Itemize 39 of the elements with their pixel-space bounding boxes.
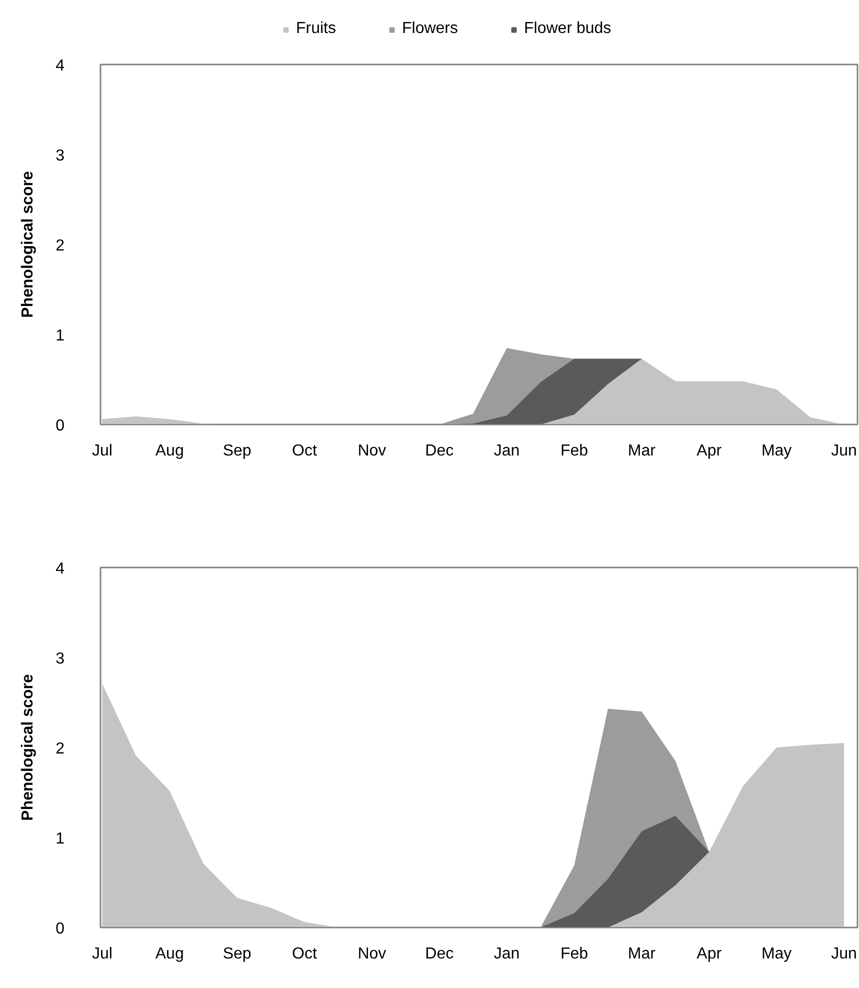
x-tick-label: Apr (696, 442, 722, 460)
x-tick-label: Dec (425, 442, 454, 460)
y-tick-label: 2 (56, 238, 65, 254)
x-tick-label: Oct (292, 442, 318, 460)
x-tick-label: Oct (292, 946, 318, 962)
y-tick-label: 1 (56, 328, 65, 344)
x-tick-label: Nov (358, 442, 386, 460)
x-tick-label: Nov (358, 946, 386, 962)
x-tick-label: Dec (425, 946, 454, 962)
x-tick-label: May (761, 946, 792, 962)
x-tick-label: Jul (92, 946, 112, 962)
x-tick-label: Feb (560, 442, 588, 460)
x-tick-label: Mar (628, 442, 656, 460)
x-tick-label: Mar (628, 946, 656, 962)
y-axis-title: Phenological score (20, 674, 37, 821)
legend-label: Flower buds (524, 20, 612, 38)
y-axis-title: Phenological score (20, 171, 37, 318)
x-tick-label: Sep (222, 946, 252, 962)
y-tick-label: 4 (56, 560, 65, 578)
y-tick-label: 0 (56, 920, 65, 938)
y-tick-label: 2 (56, 740, 65, 758)
legend-label: Flowers (402, 20, 458, 38)
x-tick-label: Feb (560, 946, 588, 962)
y-tick-label: 1 (56, 830, 65, 848)
x-tick-label: Jan (494, 946, 520, 962)
x-tick-label: Aug (155, 442, 184, 460)
x-tick-label: Jun (831, 946, 857, 962)
y-tick-label: 3 (56, 650, 65, 668)
x-tick-label: Jan (494, 442, 520, 460)
x-tick-label: May (761, 442, 792, 460)
y-tick-label: 4 (56, 58, 65, 74)
x-tick-label: Jul (92, 442, 112, 460)
x-tick-label: Aug (155, 946, 184, 962)
legend-label: Fruits (296, 20, 336, 38)
x-tick-label: Apr (696, 946, 722, 962)
y-tick-label: 0 (56, 418, 65, 434)
y-tick-label: 3 (56, 148, 65, 164)
x-tick-label: Sep (222, 442, 252, 460)
x-tick-label: Jun (831, 442, 857, 460)
